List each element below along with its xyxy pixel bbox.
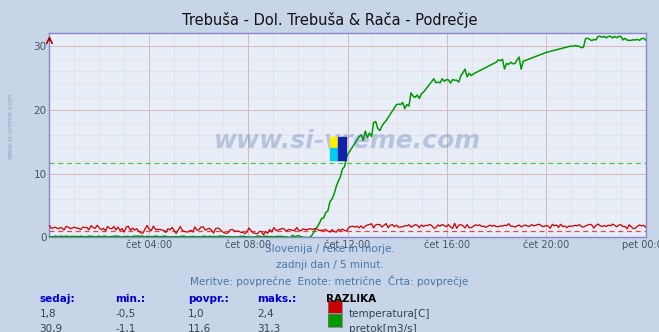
Text: Trebuša - Dol. Trebuša & Rača - Podrečje: Trebuša - Dol. Trebuša & Rača - Podrečje: [182, 12, 477, 28]
Text: Slovenija / reke in morje.: Slovenija / reke in morje.: [264, 244, 395, 254]
Text: Meritve: povprečne  Enote: metrične  Črta: povprečje: Meritve: povprečne Enote: metrične Črta:…: [190, 275, 469, 287]
Text: 11,6: 11,6: [188, 324, 211, 332]
Text: www.si-vreme.com: www.si-vreme.com: [8, 93, 14, 159]
Bar: [330, 148, 338, 160]
Text: povpr.:: povpr.:: [188, 294, 229, 304]
Text: 1,8: 1,8: [40, 309, 56, 319]
Text: sedaj:: sedaj:: [40, 294, 75, 304]
Text: -0,5: -0,5: [115, 309, 136, 319]
Text: 2,4: 2,4: [257, 309, 273, 319]
Text: 31,3: 31,3: [257, 324, 280, 332]
Bar: [330, 137, 338, 148]
Text: pretok[m3/s]: pretok[m3/s]: [349, 324, 416, 332]
Text: 30,9: 30,9: [40, 324, 63, 332]
Text: maks.:: maks.:: [257, 294, 297, 304]
Text: -1,1: -1,1: [115, 324, 136, 332]
Text: www.si-vreme.com: www.si-vreme.com: [214, 129, 481, 153]
Bar: [338, 137, 347, 160]
Text: min.:: min.:: [115, 294, 146, 304]
Text: zadnji dan / 5 minut.: zadnji dan / 5 minut.: [275, 260, 384, 270]
Text: temperatura[C]: temperatura[C]: [349, 309, 430, 319]
Text: RAZLIKA: RAZLIKA: [326, 294, 376, 304]
Text: 1,0: 1,0: [188, 309, 204, 319]
